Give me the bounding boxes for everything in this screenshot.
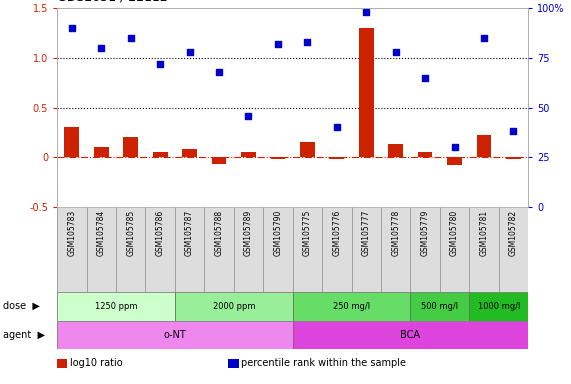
Bar: [175, 292, 293, 321]
Point: [391, 48, 400, 55]
Point: [244, 113, 253, 119]
Text: agent  ▶: agent ▶: [3, 330, 45, 340]
Bar: [359, 28, 373, 157]
Text: GSM105784: GSM105784: [96, 210, 106, 256]
Bar: [447, 157, 462, 166]
Bar: [329, 157, 344, 159]
Text: log10 ratio: log10 ratio: [70, 358, 122, 368]
Bar: [469, 292, 528, 321]
Bar: [212, 157, 226, 164]
Bar: [506, 157, 521, 159]
Bar: [418, 152, 432, 157]
Bar: [388, 144, 403, 157]
Text: 1000 mg/l: 1000 mg/l: [477, 302, 520, 311]
Text: GSM105776: GSM105776: [332, 210, 341, 256]
Text: 1250 ppm: 1250 ppm: [95, 302, 137, 311]
Text: dose  ▶: dose ▶: [3, 301, 40, 311]
Bar: [182, 149, 197, 157]
Bar: [477, 136, 492, 157]
Point: [450, 144, 459, 151]
Text: o-NT: o-NT: [163, 330, 186, 340]
Bar: [153, 152, 167, 157]
Text: 2000 ppm: 2000 ppm: [212, 302, 255, 311]
Point: [67, 25, 77, 31]
Point: [155, 61, 164, 67]
Text: 250 mg/l: 250 mg/l: [333, 302, 370, 311]
Text: GSM105777: GSM105777: [362, 210, 371, 256]
Bar: [65, 127, 79, 157]
Point: [185, 48, 194, 55]
Text: GSM105782: GSM105782: [509, 210, 518, 256]
Text: GSM105790: GSM105790: [274, 210, 283, 256]
Point: [421, 74, 430, 81]
Text: percentile rank within the sample: percentile rank within the sample: [241, 358, 406, 368]
Bar: [411, 292, 469, 321]
Bar: [271, 157, 286, 159]
Bar: [300, 142, 315, 157]
Bar: [241, 152, 256, 157]
Text: BCA: BCA: [400, 330, 420, 340]
Text: GDS2051 / 22112: GDS2051 / 22112: [57, 0, 168, 4]
Bar: [57, 292, 175, 321]
Text: GSM105789: GSM105789: [244, 210, 253, 256]
Text: GSM105787: GSM105787: [185, 210, 194, 256]
Point: [480, 35, 489, 41]
Bar: [293, 321, 528, 349]
Point: [126, 35, 135, 41]
Point: [361, 8, 371, 15]
Bar: [123, 137, 138, 157]
Text: 500 mg/l: 500 mg/l: [421, 302, 459, 311]
Text: GSM105785: GSM105785: [126, 210, 135, 256]
Text: GSM105786: GSM105786: [156, 210, 164, 256]
Text: GSM105778: GSM105778: [391, 210, 400, 256]
Text: GSM105779: GSM105779: [421, 210, 429, 256]
Text: GSM105781: GSM105781: [480, 210, 489, 256]
Point: [332, 124, 341, 131]
Bar: [293, 292, 411, 321]
Point: [274, 41, 283, 47]
Text: GSM105780: GSM105780: [450, 210, 459, 256]
Text: GSM105783: GSM105783: [67, 210, 77, 256]
Point: [303, 38, 312, 45]
Text: GSM105775: GSM105775: [303, 210, 312, 256]
Bar: [57, 321, 293, 349]
Text: GSM105788: GSM105788: [215, 210, 223, 256]
Point: [215, 68, 224, 74]
Point: [96, 45, 106, 51]
Point: [509, 128, 518, 134]
Bar: [94, 147, 108, 157]
